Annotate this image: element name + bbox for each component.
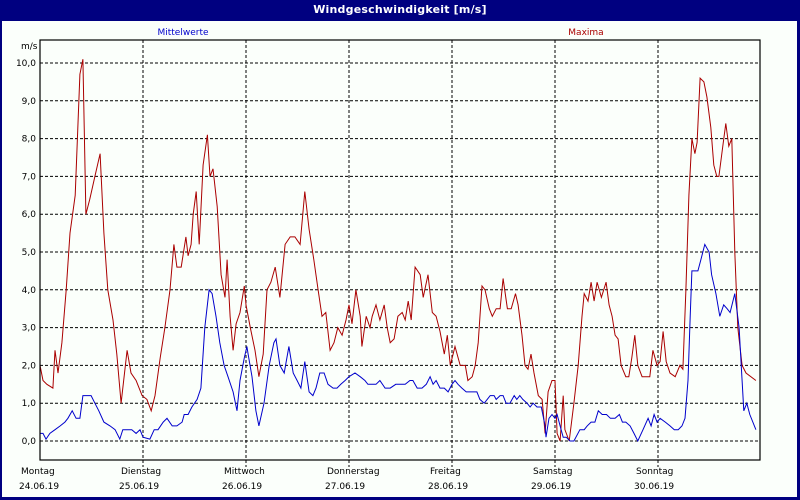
x-tick-day-label: Samstag xyxy=(533,467,572,477)
y-tick-label: 5,0 xyxy=(22,248,37,258)
x-tick-day-label: Dienstag xyxy=(121,467,161,477)
y-tick-label: 9,0 xyxy=(22,97,37,107)
x-tick-date-label: 27.06.19 xyxy=(325,482,365,492)
y-tick-label: 8,0 xyxy=(22,135,37,145)
x-tick-date-label: 26.06.19 xyxy=(222,482,262,492)
y-tick-label: 0,0 xyxy=(22,437,37,447)
x-tick-day-label: Sonntag xyxy=(636,467,673,477)
x-axis-ticks: Montag 24.06.19 Dienstag 25.06.19 Mittwoch 26… xyxy=(19,467,674,492)
x-tick-day-label: Montag xyxy=(21,467,55,477)
x-tick-date-label: 30.06.19 xyxy=(634,482,674,492)
y-tick-label: 3,0 xyxy=(22,324,37,334)
legend-max-label: Maxima xyxy=(568,28,603,38)
chart-client-area: Mittelwerte Maxima m/s 0,0 1,0 2,0 3,0 4,0 5,… xyxy=(2,21,797,497)
grid-lines xyxy=(40,40,760,467)
y-tick-label: 2,0 xyxy=(22,361,37,371)
y-axis-ticks: 0,0 1,0 2,0 3,0 4,0 5,0 6,0 7,0 8,0 9,0 10,0 xyxy=(16,59,36,447)
x-tick-date-label: 29.06.19 xyxy=(531,482,571,492)
y-tick-label: 7,0 xyxy=(22,172,37,182)
x-tick-day-label: Freitag xyxy=(430,467,461,477)
y-axis-unit-label: m/s xyxy=(21,42,38,52)
wind-speed-chart: Mittelwerte Maxima m/s 0,0 1,0 2,0 3,0 4,0 5,… xyxy=(16,28,761,492)
legend-mean-label: Mittelwerte xyxy=(157,28,208,38)
x-tick-day-label: Mittwoch xyxy=(224,467,265,477)
window-title: Windgeschwindigkeit [m/s] xyxy=(313,3,487,16)
maxima-series-line xyxy=(39,59,757,442)
x-tick-date-label: 28.06.19 xyxy=(428,482,468,492)
mittelwerte-series-line xyxy=(40,243,757,443)
y-tick-label: 10,0 xyxy=(16,59,36,69)
y-tick-label: 1,0 xyxy=(22,399,37,409)
x-tick-day-label: Donnerstag xyxy=(327,467,380,477)
x-tick-date-label: 24.06.19 xyxy=(19,482,59,492)
x-tick-date-label: 25.06.19 xyxy=(119,482,159,492)
y-tick-label: 6,0 xyxy=(22,210,37,220)
y-tick-label: 4,0 xyxy=(22,286,37,296)
plot-area-frame xyxy=(39,39,761,461)
